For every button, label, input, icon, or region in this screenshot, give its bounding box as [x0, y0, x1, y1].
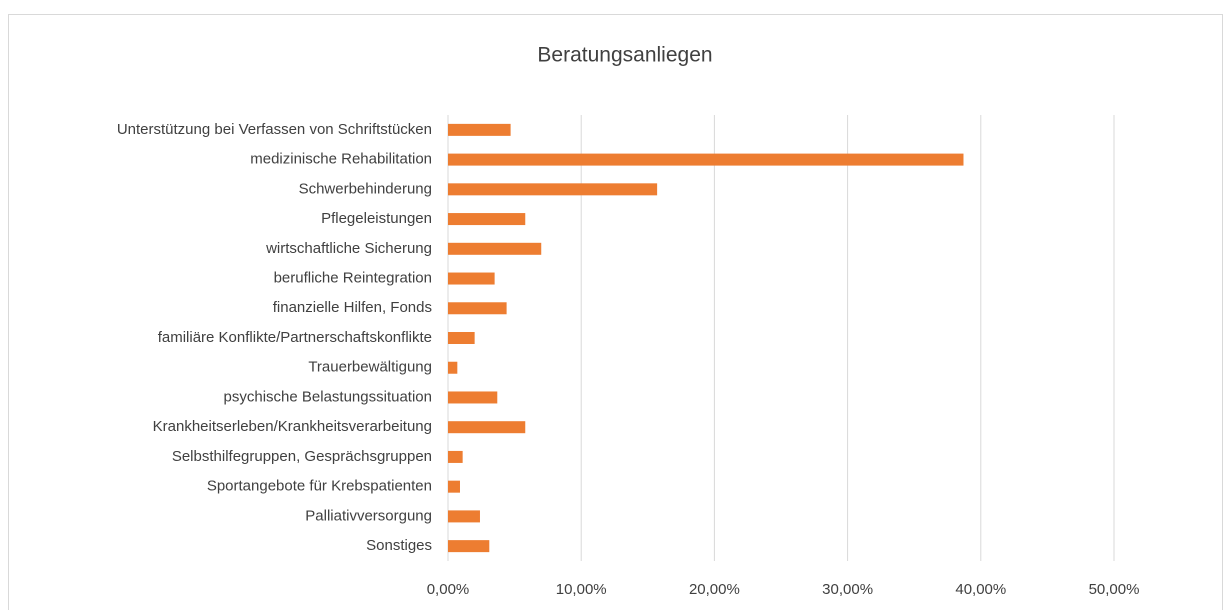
y-tick-label: Schwerbehinderung — [299, 180, 432, 197]
x-tick-label: 30,00% — [822, 581, 873, 598]
y-tick-label: Sonstiges — [366, 537, 432, 554]
bar — [448, 391, 498, 404]
y-tick-label: Pflegeleistungen — [321, 210, 432, 227]
y-tick-label: Unterstützung bei Verfassen von Schrifts… — [117, 121, 432, 138]
bar — [448, 302, 507, 315]
y-tick-label: wirtschaftliche Sicherung — [265, 240, 432, 257]
bar — [448, 272, 495, 285]
bar — [448, 183, 658, 196]
bar — [448, 153, 964, 166]
y-tick-label: berufliche Reintegration — [274, 270, 432, 287]
y-tick-label: psychische Belastungssituation — [224, 388, 432, 405]
x-tick-label: 10,00% — [556, 581, 607, 598]
bar — [448, 213, 526, 226]
y-tick-label: medizinische Rehabilitation — [250, 151, 432, 168]
bar — [448, 480, 460, 493]
chart-frame — [8, 14, 1223, 610]
bar — [448, 361, 458, 374]
bar — [448, 242, 542, 255]
y-tick-label: Selbsthilfegruppen, Gesprächsgruppen — [172, 448, 432, 465]
y-tick-label: Sportangebote für Krebspatienten — [207, 478, 432, 495]
x-tick-label: 40,00% — [955, 581, 1006, 598]
y-tick-label: Trauerbewältigung — [308, 359, 432, 376]
bar — [448, 421, 526, 434]
y-tick-label: Krankheitserleben/Krankheitsverarbeitung — [153, 418, 432, 435]
chart-title: Beratungsanliegen — [537, 44, 712, 67]
y-tick-label: Palliativversorgung — [305, 507, 432, 524]
bar — [448, 510, 480, 523]
x-tick-label: 50,00% — [1089, 581, 1140, 598]
bar — [448, 450, 463, 463]
y-tick-label: finanzielle Hilfen, Fonds — [273, 299, 432, 316]
x-tick-label: 20,00% — [689, 581, 740, 598]
x-tick-label: 0,00% — [427, 581, 470, 598]
bar — [448, 540, 490, 553]
y-tick-label: familiäre Konflikte/Partnerschaftskonfli… — [158, 329, 432, 346]
bar — [448, 332, 475, 344]
bar — [448, 123, 511, 136]
